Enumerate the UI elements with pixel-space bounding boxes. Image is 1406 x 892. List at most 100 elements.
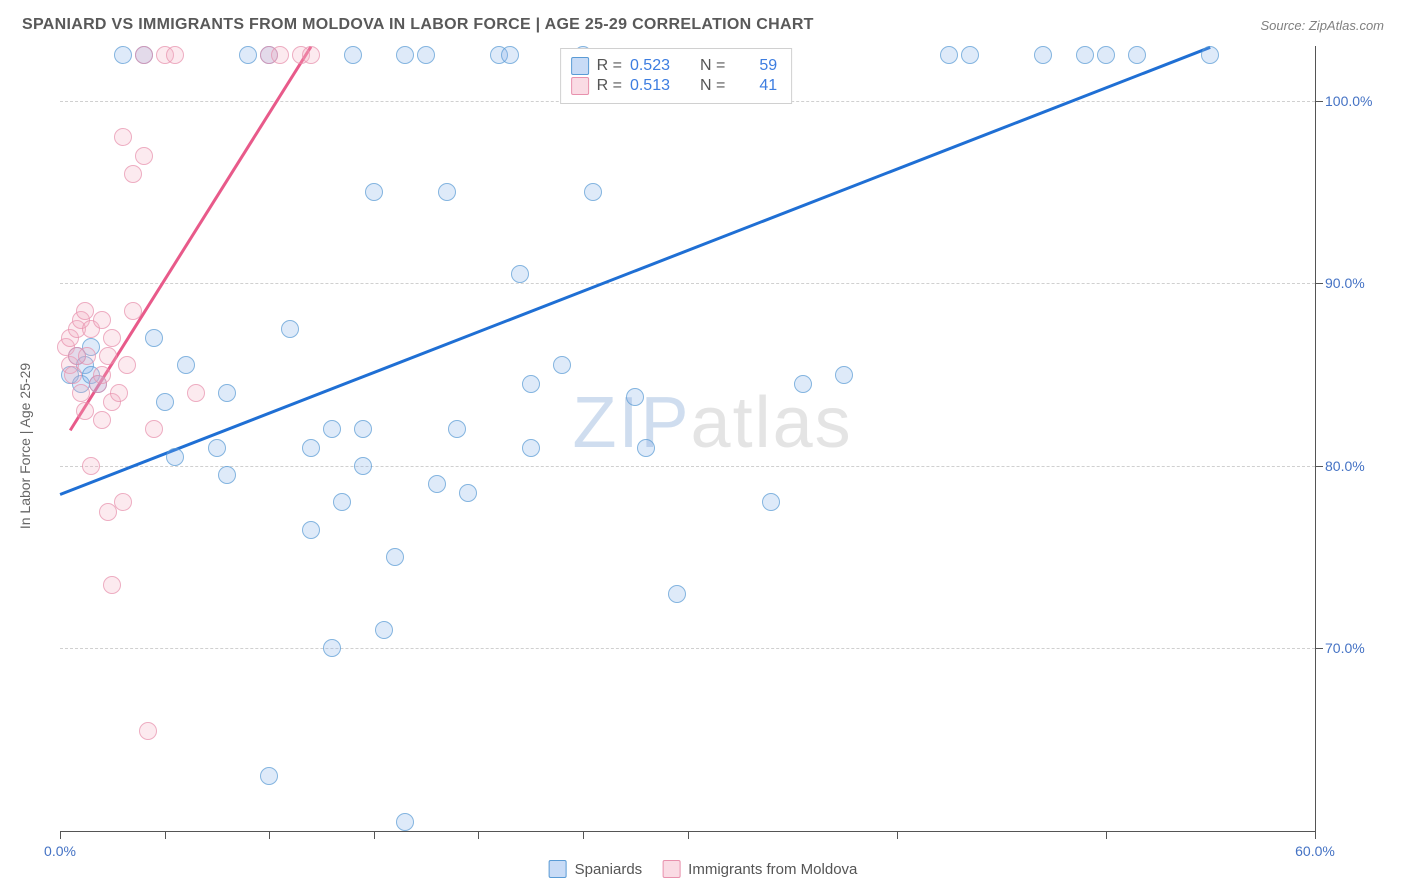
- data-point: [281, 320, 299, 338]
- legend-n-label: N =: [700, 57, 725, 75]
- data-point: [344, 46, 362, 64]
- x-tick-mark: [60, 831, 61, 839]
- data-point: [522, 375, 540, 393]
- data-point: [93, 311, 111, 329]
- series-legend: SpaniardsImmigrants from Moldova: [549, 860, 858, 878]
- watermark-atlas: atlas: [691, 383, 853, 463]
- data-point: [448, 420, 466, 438]
- data-point: [354, 420, 372, 438]
- legend-r-label: R =: [597, 57, 622, 75]
- data-point: [396, 46, 414, 64]
- data-point: [218, 466, 236, 484]
- data-point: [139, 722, 157, 740]
- data-point: [218, 384, 236, 402]
- data-point: [114, 493, 132, 511]
- data-point: [637, 439, 655, 457]
- legend-swatch: [549, 860, 567, 878]
- data-point: [64, 366, 82, 384]
- x-tick-label: 0.0%: [44, 843, 76, 859]
- data-point: [302, 439, 320, 457]
- legend-swatch: [662, 860, 680, 878]
- data-point: [76, 302, 94, 320]
- data-point: [78, 347, 96, 365]
- chart-header: SPANIARD VS IMMIGRANTS FROM MOLDOVA IN L…: [0, 0, 1406, 46]
- legend-n-value: 59: [759, 57, 777, 75]
- legend-row: R =0.523N =59: [571, 57, 778, 75]
- x-tick-mark: [1106, 831, 1107, 839]
- x-tick-mark: [897, 831, 898, 839]
- data-point: [135, 147, 153, 165]
- data-point: [177, 356, 195, 374]
- data-point: [76, 402, 94, 420]
- legend-swatch: [571, 77, 589, 95]
- data-point: [428, 475, 446, 493]
- data-point: [1128, 46, 1146, 64]
- data-point: [103, 576, 121, 594]
- data-point: [333, 493, 351, 511]
- watermark: ZIPatlas: [573, 382, 853, 464]
- data-point: [271, 46, 289, 64]
- data-point: [93, 366, 111, 384]
- y-tick-mark: [1315, 101, 1323, 102]
- data-point: [93, 411, 111, 429]
- data-point: [511, 265, 529, 283]
- x-tick-mark: [583, 831, 584, 839]
- data-point: [124, 302, 142, 320]
- gridline: [60, 283, 1315, 284]
- data-point: [961, 46, 979, 64]
- data-point: [459, 484, 477, 502]
- data-point: [187, 384, 205, 402]
- y-tick-label: 90.0%: [1325, 275, 1390, 291]
- y-axis-label: In Labor Force | Age 25-29: [17, 363, 33, 529]
- x-tick-mark: [374, 831, 375, 839]
- data-point: [239, 46, 257, 64]
- y-tick-mark: [1315, 466, 1323, 467]
- gridline: [60, 466, 1315, 467]
- data-point: [208, 439, 226, 457]
- data-point: [302, 46, 320, 64]
- data-point: [323, 420, 341, 438]
- data-point: [135, 46, 153, 64]
- x-tick-mark: [688, 831, 689, 839]
- data-point: [72, 384, 90, 402]
- data-point: [118, 356, 136, 374]
- data-point: [762, 493, 780, 511]
- data-point: [166, 448, 184, 466]
- data-point: [156, 393, 174, 411]
- y-tick-label: 80.0%: [1325, 458, 1390, 474]
- data-point: [522, 439, 540, 457]
- data-point: [323, 639, 341, 657]
- legend-label: Immigrants from Moldova: [688, 861, 857, 878]
- data-point: [438, 183, 456, 201]
- legend-r-label: R =: [597, 77, 622, 95]
- trend-line: [60, 46, 1211, 496]
- legend-r-value: 0.513: [630, 77, 670, 95]
- data-point: [1201, 46, 1219, 64]
- legend-row: R = 0.513 N = 41: [571, 77, 778, 95]
- data-point: [166, 46, 184, 64]
- data-point: [794, 375, 812, 393]
- y-tick-label: 70.0%: [1325, 640, 1390, 656]
- data-point: [82, 457, 100, 475]
- data-point: [114, 128, 132, 146]
- y-tick-mark: [1315, 283, 1323, 284]
- x-tick-label: 60.0%: [1295, 843, 1335, 859]
- data-point: [553, 356, 571, 374]
- data-point: [145, 329, 163, 347]
- correlation-legend: R =0.523N =59R =0.513N =41: [560, 48, 793, 104]
- legend-n-label: N =: [700, 77, 725, 95]
- x-tick-mark: [165, 831, 166, 839]
- x-tick-mark: [478, 831, 479, 839]
- data-point: [626, 388, 644, 406]
- legend-n-value: 41: [759, 77, 777, 95]
- data-point: [260, 767, 278, 785]
- data-point: [110, 384, 128, 402]
- data-point: [584, 183, 602, 201]
- data-point: [396, 813, 414, 831]
- legend-item: Immigrants from Moldova: [662, 860, 857, 878]
- data-point: [1097, 46, 1115, 64]
- data-point: [501, 46, 519, 64]
- data-point: [354, 457, 372, 475]
- data-point: [940, 46, 958, 64]
- data-point: [114, 46, 132, 64]
